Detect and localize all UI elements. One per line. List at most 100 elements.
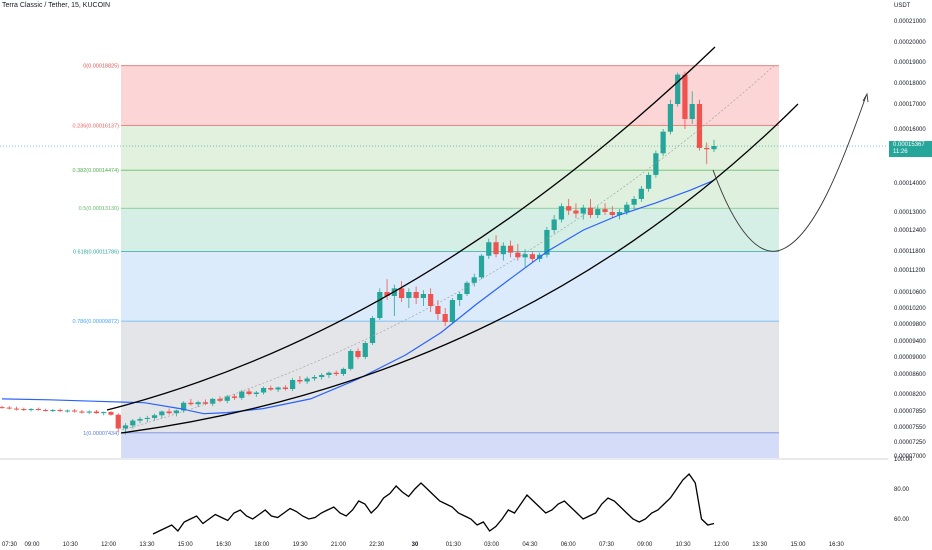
candle-body [457, 294, 463, 300]
trend-dashed-line [121, 63, 777, 431]
time-tick-label: 10:30 [63, 542, 79, 548]
price-axis-unit: USDT [894, 3, 911, 9]
price-tick-label: 0.00009000 [894, 355, 926, 361]
candle-body [231, 396, 238, 398]
fib-level-label: 0.382(0.00014474) [73, 168, 120, 174]
fib-zone [121, 208, 779, 252]
candle-body [151, 415, 158, 418]
time-tick-label: 09:00 [24, 542, 40, 548]
candle-body [653, 153, 659, 175]
time-tick-label: 10:30 [676, 542, 692, 548]
candle-body [0, 407, 5, 409]
candle-body [398, 288, 405, 298]
candle-body [130, 420, 136, 426]
candle-body [239, 391, 245, 398]
candle-body [319, 375, 325, 377]
candle-body [64, 410, 71, 412]
time-tick-label: 18:00 [254, 542, 270, 548]
fib-level-label: 0.786(0.00009872) [73, 319, 120, 325]
candle-body [384, 292, 390, 296]
price-tick-label: 0.00012400 [894, 228, 926, 234]
candle-body [101, 412, 107, 414]
projection-arrowhead [862, 92, 869, 103]
time-tick-label: 30 [412, 542, 419, 548]
candle-body [166, 411, 172, 414]
fib-zone [121, 125, 779, 171]
fib-level-label: 0.5(0.00013130) [79, 206, 120, 212]
candle-body [689, 104, 695, 119]
candle-body [609, 212, 615, 215]
fib-level-label: 0.236(0.00016137) [73, 124, 120, 130]
candle-body [355, 351, 361, 357]
candle-body [493, 242, 499, 255]
candle-body [435, 306, 441, 314]
time-tick-label: 04:30 [522, 542, 538, 548]
candle-body [217, 398, 223, 401]
candle-body [144, 417, 150, 419]
candle-body [137, 419, 143, 421]
candle-body [660, 131, 666, 154]
price-tick-label: 0.00007000 [894, 454, 926, 460]
candle-body [275, 387, 281, 390]
candle-body [638, 188, 644, 199]
time-tick-label: 21:00 [331, 542, 347, 548]
oscillator-tick-label: 60.00 [894, 517, 910, 523]
chart-title: Terra Classic / Tether, 15, KUCOIN [2, 2, 111, 9]
fib-zone [121, 170, 779, 209]
candle-body [311, 377, 318, 379]
time-tick-label: 15:00 [790, 542, 806, 548]
candle-body [551, 219, 557, 230]
fib-zone [121, 65, 779, 126]
candle-body [202, 402, 209, 404]
time-tick-label: 06:00 [561, 542, 577, 548]
oscillator-tick-label: 80.00 [894, 487, 910, 493]
candle-body [507, 245, 514, 253]
fib-level-label: 1(0.00007434) [83, 431, 119, 437]
price-tick-label: 0.00014000 [894, 181, 926, 187]
oscillator-tick-label: 100.00 [894, 457, 913, 463]
price-tick-label: 0.00017000 [894, 102, 926, 108]
candle-body [624, 204, 630, 212]
oscillator-line [152, 473, 715, 535]
candle-body [72, 410, 78, 412]
fib-level-label: 0(0.00018825) [83, 64, 119, 70]
candle-body [428, 294, 434, 306]
price-tick-label: 0.00009800 [894, 322, 926, 328]
candle-body [529, 254, 535, 259]
price-tick-label: 0.00018000 [894, 81, 926, 87]
candle-body [595, 209, 601, 215]
candle-body [675, 74, 681, 104]
candle-body [704, 147, 710, 150]
candle-body [471, 277, 477, 283]
time-tick-label: 16:30 [829, 542, 845, 548]
time-tick-label: 09:00 [637, 542, 653, 548]
candle-body [602, 209, 608, 212]
candle-body [377, 292, 383, 318]
price-tick-label: 0.00010200 [894, 306, 926, 312]
candle-body [449, 300, 456, 322]
time-tick-label: 07:30 [2, 542, 18, 548]
price-tick-label: 0.00007250 [894, 440, 926, 446]
time-tick-label: 13:30 [752, 542, 768, 548]
price-tick-label: 0.00009400 [894, 339, 926, 345]
price-tick-label: 0.00016000 [894, 127, 926, 133]
candle-body [115, 414, 121, 429]
price-tick-label: 0.00010600 [894, 290, 926, 296]
candle-body [413, 292, 419, 298]
time-tick-label: 03:00 [484, 542, 500, 548]
time-tick-label: 19:30 [293, 542, 309, 548]
candle-body [50, 410, 56, 412]
candle-body [645, 174, 652, 189]
candle-body [159, 411, 165, 416]
candle-body [260, 388, 267, 393]
candle-body [224, 396, 230, 401]
candle-body [420, 294, 427, 298]
time-tick-label: 22:30 [369, 542, 385, 548]
candle-body [711, 146, 717, 150]
candle-body [333, 372, 339, 374]
last-price-badge: 0.00015367 11:26 [889, 141, 932, 157]
bar-countdown: 11:26 [893, 149, 908, 155]
candle-body [515, 252, 521, 258]
candle-body [406, 292, 412, 298]
